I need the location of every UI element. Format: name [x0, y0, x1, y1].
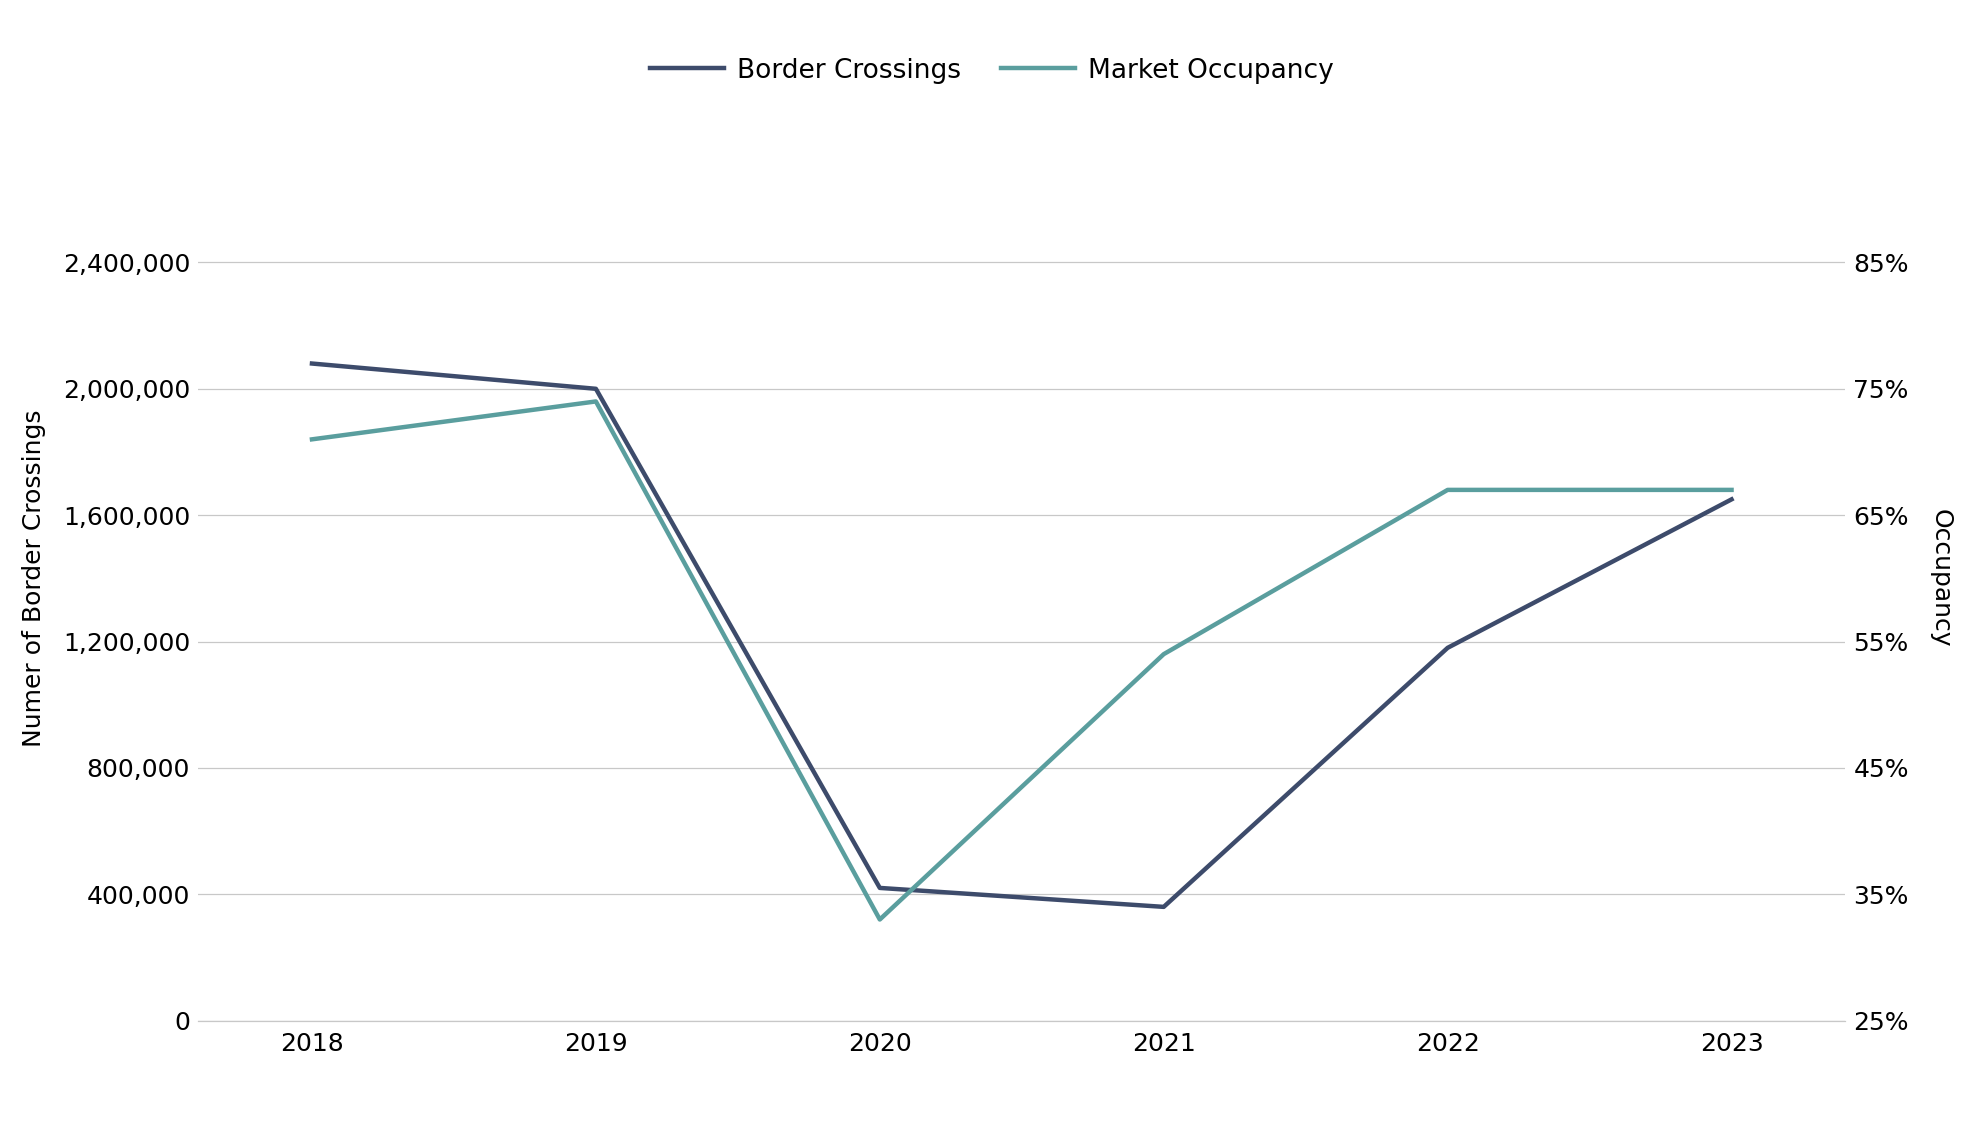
Legend: Border Crossings, Market Occupancy: Border Crossings, Market Occupancy: [639, 48, 1345, 94]
Y-axis label: Occupancy: Occupancy: [1928, 509, 1952, 648]
Y-axis label: Numer of Border Crossings: Numer of Border Crossings: [22, 409, 46, 747]
